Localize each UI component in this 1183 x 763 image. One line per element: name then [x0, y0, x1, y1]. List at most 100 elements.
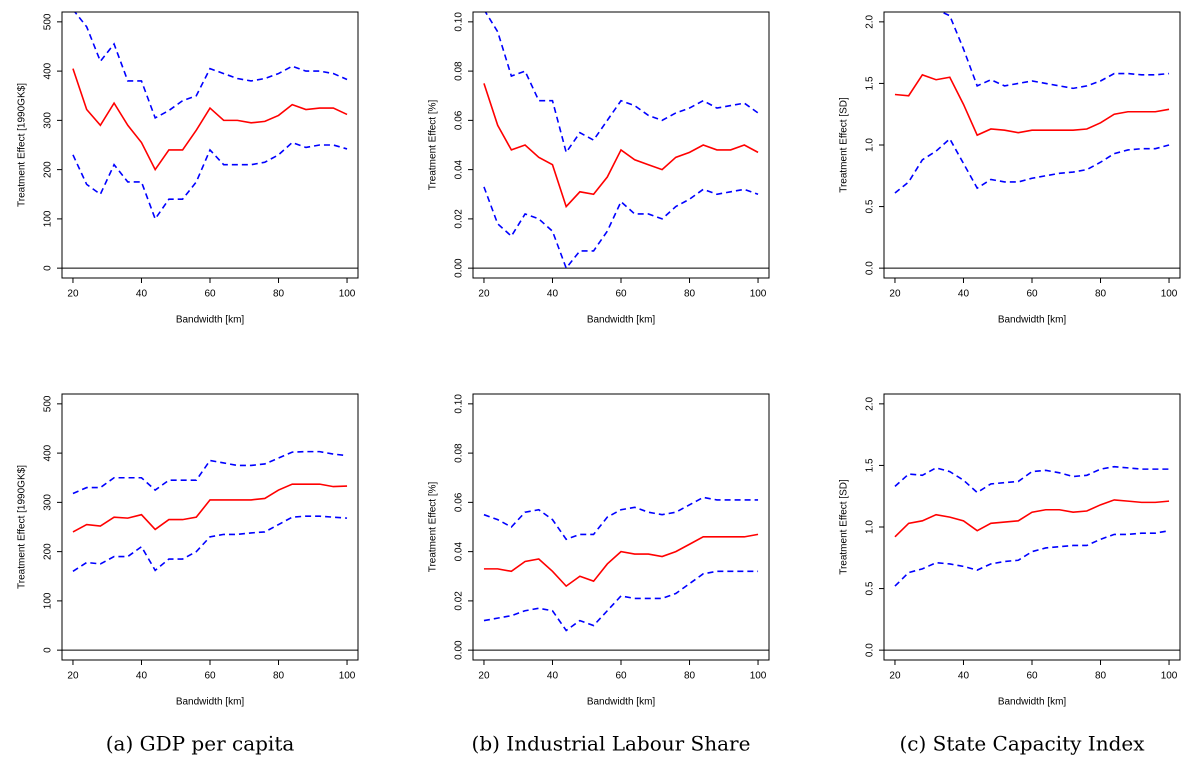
series-line — [72, 68, 348, 172]
plot-area — [62, 450, 358, 651]
x-tick-label: 60 — [1026, 671, 1038, 682]
series-line — [72, 450, 348, 495]
x-tick-label: 40 — [136, 671, 148, 682]
x-tick-label: 100 — [750, 671, 767, 682]
panel: 0.0 0.5 1.0 1.5 2.0 20 40 60 80 100 Treatment Effe… — [839, 393, 1181, 708]
y-tick-label: 400 — [43, 62, 54, 79]
series-line — [72, 141, 348, 221]
series-line — [894, 529, 1170, 587]
x-tick-label: 40 — [547, 671, 559, 682]
x-tick-label: 40 — [958, 289, 970, 300]
y-axis-label: Treatment Effect [SD] — [839, 97, 850, 193]
panel: 0 100 200 300 400 500 20 40 60 80 100 Treatment Eff… — [17, 11, 359, 326]
y-tick-label: 400 — [43, 444, 54, 461]
series-line — [894, 499, 1170, 538]
plot-frame — [883, 393, 1181, 661]
x-tick-label: 80 — [684, 671, 696, 682]
y-tick-label: 2.0 — [865, 396, 876, 410]
y-tick-label: 1.5 — [865, 458, 876, 472]
x-tick-label: 40 — [547, 289, 559, 300]
series-line — [72, 515, 348, 573]
x-tick-label: 60 — [615, 289, 627, 300]
y-tick-label: 300 — [43, 494, 54, 511]
y-tick-label: 200 — [43, 161, 54, 178]
series-line — [894, 137, 1170, 194]
series-line — [894, 465, 1170, 494]
y-tick-label: 0.04 — [454, 541, 465, 561]
plot-area — [884, 12, 1180, 269]
x-tick-label: 20 — [67, 289, 79, 300]
x-tick-label: 100 — [339, 289, 356, 300]
x-tick-label: 60 — [615, 671, 627, 682]
plot-frame — [472, 393, 770, 661]
plot-area — [62, 12, 358, 269]
caption: (b) Industrial Labour Share — [472, 732, 751, 756]
x-tick-label: 100 — [339, 671, 356, 682]
caption: (c) State Capacity Index — [900, 732, 1146, 756]
plot-area — [884, 465, 1180, 651]
series-line — [483, 186, 759, 270]
x-axis-label: Bandwidth [km] — [998, 697, 1067, 708]
caption: (a) GDP per capita — [106, 732, 295, 756]
x-tick-label: 20 — [889, 289, 901, 300]
x-tick-label: 40 — [136, 289, 148, 300]
series-line — [72, 483, 348, 533]
x-tick-label: 100 — [1161, 289, 1178, 300]
y-tick-label: 100 — [43, 210, 54, 227]
panel: 0 100 200 300 400 500 20 40 60 80 100 Treatment Eff… — [17, 393, 359, 708]
y-tick-label: 0.02 — [454, 591, 465, 611]
y-tick-label: 1.5 — [865, 76, 876, 90]
y-tick-label: 1.0 — [865, 520, 876, 534]
x-axis-label: Bandwidth [km] — [587, 315, 656, 326]
series-line — [73, 12, 348, 120]
x-tick-label: 100 — [1161, 671, 1178, 682]
x-tick-label: 60 — [204, 671, 216, 682]
plot-frame — [472, 11, 770, 279]
y-tick-label: 0.0 — [865, 643, 876, 657]
x-tick-label: 40 — [958, 671, 970, 682]
x-axis-label: Bandwidth [km] — [176, 697, 245, 708]
plot-frame — [61, 11, 359, 279]
y-tick-label: 0.00 — [454, 640, 465, 660]
y-tick-label: 0.0 — [865, 261, 876, 275]
x-axis-label: Bandwidth [km] — [998, 315, 1067, 326]
y-tick-label: 300 — [43, 112, 54, 129]
y-tick-label: 2.0 — [865, 14, 876, 28]
y-tick-label: 0.5 — [865, 581, 876, 595]
series-line — [939, 12, 1170, 90]
series-line — [483, 496, 759, 541]
x-tick-label: 20 — [478, 289, 490, 300]
y-tick-label: 100 — [43, 592, 54, 609]
y-tick-label: 0 — [43, 265, 54, 271]
x-axis-label: Bandwidth [km] — [176, 315, 245, 326]
x-tick-label: 80 — [1095, 671, 1107, 682]
y-tick-label: 500 — [43, 13, 54, 30]
y-tick-label: 0.08 — [454, 443, 465, 463]
y-tick-label: 0.08 — [454, 61, 465, 81]
y-tick-label: 0 — [43, 647, 54, 653]
plot-area — [473, 12, 769, 270]
x-tick-label: 80 — [684, 289, 696, 300]
panel: 0.0 0.5 1.0 1.5 2.0 20 40 60 80 100 Treatment Effe… — [839, 11, 1181, 326]
x-tick-label: 20 — [889, 671, 901, 682]
y-tick-label: 0.04 — [454, 159, 465, 179]
series-line — [483, 533, 759, 588]
y-tick-label: 0.06 — [454, 110, 465, 130]
x-tick-label: 100 — [750, 289, 767, 300]
y-tick-label: 0.06 — [454, 492, 465, 512]
series-line — [484, 12, 759, 155]
x-axis-label: Bandwidth [km] — [587, 697, 656, 708]
y-axis-label: Treatment Effect [SD] — [839, 479, 850, 575]
y-axis-label: Treatment Effect [1990GK$] — [17, 83, 28, 207]
x-tick-label: 60 — [1026, 289, 1038, 300]
y-tick-label: 0.10 — [454, 12, 465, 32]
plot-area — [473, 496, 769, 651]
y-tick-label: 1.0 — [865, 138, 876, 152]
y-tick-label: 0.10 — [454, 394, 465, 414]
plot-frame — [61, 393, 359, 661]
y-tick-label: 0.00 — [454, 258, 465, 278]
x-tick-label: 80 — [1095, 289, 1107, 300]
y-axis-label: Treatment Effect [%] — [428, 99, 439, 190]
